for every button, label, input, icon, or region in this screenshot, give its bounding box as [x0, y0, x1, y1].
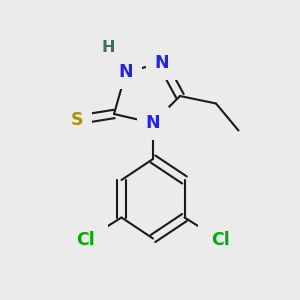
Text: S: S [70, 111, 83, 129]
FancyBboxPatch shape [63, 224, 108, 256]
FancyBboxPatch shape [146, 46, 178, 80]
Text: H: H [101, 40, 115, 56]
FancyBboxPatch shape [92, 32, 124, 64]
Text: N: N [155, 54, 169, 72]
Text: N: N [146, 114, 160, 132]
Text: Cl: Cl [211, 231, 230, 249]
FancyBboxPatch shape [110, 56, 142, 88]
Text: N: N [119, 63, 133, 81]
FancyBboxPatch shape [137, 106, 169, 140]
FancyBboxPatch shape [61, 103, 92, 136]
FancyBboxPatch shape [198, 224, 243, 256]
Text: Cl: Cl [76, 231, 95, 249]
